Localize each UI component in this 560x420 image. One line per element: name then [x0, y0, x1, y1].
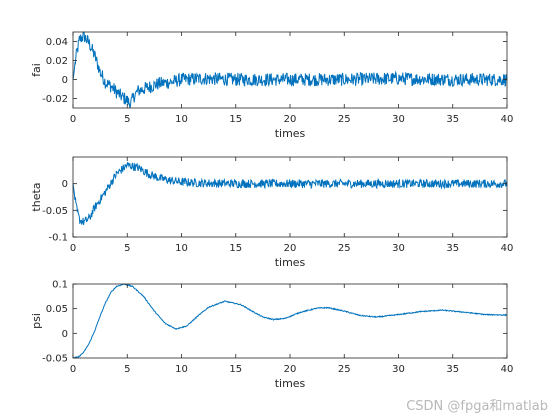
series-line-psi — [72, 283, 508, 359]
x-tick-label: 0 — [70, 114, 76, 125]
y-tick-label: 0 — [62, 179, 68, 190]
y-tick-label: 0 — [62, 75, 68, 86]
series-line-fai — [72, 31, 508, 109]
y-tick-label: -0.1 — [48, 233, 68, 244]
x-tick-label: 25 — [338, 364, 351, 375]
x-tick-label: 10 — [175, 114, 188, 125]
x-tick-label: 5 — [124, 364, 130, 375]
x-tick-label: 20 — [284, 114, 297, 125]
x-tick-label: 20 — [284, 243, 297, 254]
y-tick-label: -0.05 — [42, 206, 68, 217]
x-tick-label: 30 — [392, 364, 405, 375]
x-tick-label: 25 — [338, 114, 351, 125]
x-tick-label: 40 — [501, 364, 514, 375]
x-tick-label: 40 — [501, 114, 514, 125]
x-axis-label: times — [275, 256, 306, 269]
x-tick-label: 20 — [284, 364, 297, 375]
axes-box — [72, 31, 508, 109]
x-tick-label: 40 — [501, 243, 514, 254]
x-tick-label: 30 — [392, 243, 405, 254]
x-tick-label: 10 — [175, 243, 188, 254]
y-tick-label: 0.04 — [46, 37, 68, 48]
y-tick-label: 0.05 — [46, 304, 68, 315]
x-tick-label: 0 — [70, 364, 76, 375]
x-tick-label: 5 — [124, 114, 130, 125]
x-axis-label: times — [275, 127, 306, 140]
x-tick-label: 35 — [446, 114, 459, 125]
y-tick-label: 0.1 — [52, 280, 68, 291]
x-tick-label: 0 — [70, 243, 76, 254]
y-tick-label: -0.02 — [42, 94, 68, 105]
x-tick-label: 10 — [175, 364, 188, 375]
series-line-theta — [72, 162, 508, 226]
y-tick-label: 0 — [62, 329, 68, 340]
y-axis-label: psi — [30, 313, 43, 329]
x-tick-label: 5 — [124, 243, 130, 254]
y-tick-label: 0.02 — [46, 56, 68, 67]
x-tick-label: 25 — [338, 243, 351, 254]
y-axis-label: theta — [30, 182, 43, 211]
axes-box — [72, 283, 508, 359]
subplot-2: 0 5 10 15 20 25 30 35 40 -0.1 -0.05 0 times theta — [30, 156, 514, 269]
x-tick-label: 15 — [229, 114, 242, 125]
watermark: CSDN @fpga和matlab — [406, 399, 548, 414]
x-tick-label: 35 — [446, 364, 459, 375]
x-tick-label: 30 — [392, 114, 405, 125]
x-tick-label: 15 — [229, 243, 242, 254]
y-axis-label: fai — [30, 63, 43, 77]
y-tick-label: -0.05 — [42, 354, 68, 365]
x-tick-label: 15 — [229, 364, 242, 375]
x-axis-label: times — [275, 377, 306, 390]
x-tick-label: 35 — [446, 243, 459, 254]
